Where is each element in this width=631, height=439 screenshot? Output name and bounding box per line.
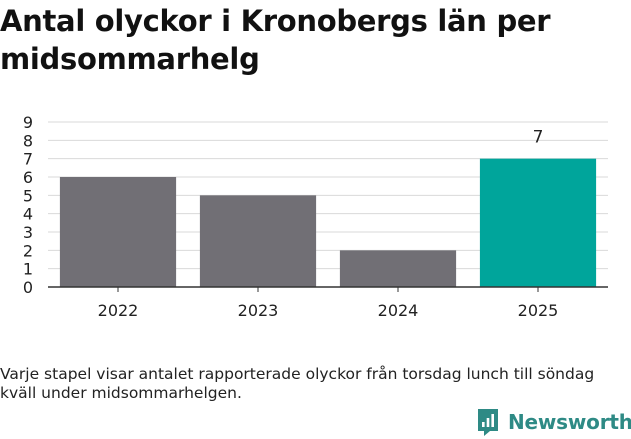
y-tick-label: 1 xyxy=(23,260,33,279)
newsworthy-logo-icon xyxy=(478,409,498,436)
bar-2022 xyxy=(59,177,177,287)
x-tick-label: 2024 xyxy=(378,301,419,320)
y-tick-label: 2 xyxy=(23,241,33,260)
x-axis-tick-labels: 2022 2023 2024 2025 xyxy=(98,287,559,320)
data-labels: 7 xyxy=(533,128,544,148)
chart-caption: Varje stapel visar antalet rapporterade … xyxy=(0,365,595,402)
newsworthy-brand: Newsworthy xyxy=(476,407,631,437)
bar-2024 xyxy=(339,250,457,287)
y-tick-label: 4 xyxy=(23,205,33,224)
y-tick-label: 8 xyxy=(23,131,33,150)
y-tick-label: 7 xyxy=(23,150,33,169)
x-tick-label: 2025 xyxy=(518,301,559,320)
y-tick-label: 6 xyxy=(23,168,33,187)
brand-name: Newsworthy xyxy=(508,410,631,434)
bar-2025 xyxy=(479,158,597,287)
y-tick-label: 9 xyxy=(23,113,33,132)
y-tick-label: 3 xyxy=(23,223,33,242)
y-tick-label: 0 xyxy=(23,278,33,297)
bar-2023 xyxy=(199,195,317,287)
y-tick-label: 5 xyxy=(23,186,33,205)
data-label-2025: 7 xyxy=(533,128,544,148)
x-tick-label: 2022 xyxy=(98,301,139,320)
bars xyxy=(59,158,597,287)
x-tick-label: 2023 xyxy=(238,301,279,320)
chart-title: Antal olyckor i Kronobergs län per midso… xyxy=(0,4,551,76)
